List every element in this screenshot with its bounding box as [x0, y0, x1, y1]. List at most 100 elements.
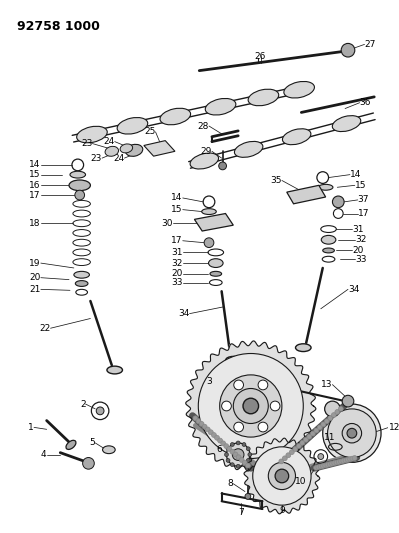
- Circle shape: [332, 461, 337, 465]
- Circle shape: [341, 458, 346, 463]
- Circle shape: [211, 433, 216, 438]
- Ellipse shape: [209, 259, 223, 268]
- Circle shape: [233, 452, 238, 457]
- Circle shape: [258, 422, 268, 432]
- Circle shape: [336, 459, 341, 464]
- Circle shape: [253, 447, 311, 505]
- Circle shape: [226, 458, 230, 462]
- Text: 19: 19: [30, 259, 41, 268]
- Text: 17: 17: [30, 191, 41, 199]
- Text: 14: 14: [350, 170, 361, 179]
- Circle shape: [218, 438, 223, 443]
- Text: 27: 27: [365, 40, 376, 49]
- Ellipse shape: [74, 271, 89, 278]
- Text: 3: 3: [206, 377, 212, 386]
- Text: 9: 9: [279, 506, 285, 515]
- Circle shape: [316, 465, 321, 470]
- Ellipse shape: [202, 208, 216, 214]
- Ellipse shape: [66, 440, 76, 449]
- Circle shape: [199, 422, 204, 426]
- Circle shape: [219, 162, 227, 170]
- Circle shape: [270, 401, 280, 411]
- Text: 15: 15: [355, 181, 366, 190]
- Circle shape: [234, 422, 243, 432]
- Circle shape: [335, 409, 340, 415]
- Circle shape: [318, 464, 323, 469]
- Text: 37: 37: [358, 196, 369, 205]
- Ellipse shape: [69, 180, 91, 191]
- Text: 36: 36: [359, 98, 371, 107]
- Circle shape: [220, 375, 282, 437]
- Text: 7: 7: [238, 508, 244, 518]
- Circle shape: [193, 416, 198, 421]
- Text: 14: 14: [30, 160, 41, 169]
- Ellipse shape: [70, 171, 85, 178]
- Text: 24: 24: [113, 154, 124, 163]
- Circle shape: [339, 459, 344, 464]
- Text: 15: 15: [171, 205, 183, 214]
- Text: 17: 17: [171, 236, 183, 245]
- Ellipse shape: [190, 153, 219, 169]
- Circle shape: [224, 443, 229, 449]
- Text: 31: 31: [171, 248, 183, 257]
- Text: 34: 34: [348, 285, 359, 294]
- Circle shape: [338, 407, 343, 411]
- Text: 18: 18: [30, 219, 41, 228]
- Circle shape: [286, 453, 291, 458]
- Circle shape: [323, 404, 381, 462]
- Circle shape: [314, 428, 319, 433]
- Circle shape: [321, 422, 326, 427]
- Circle shape: [242, 463, 246, 466]
- Text: 32: 32: [172, 259, 183, 268]
- Circle shape: [303, 438, 308, 442]
- Ellipse shape: [210, 271, 221, 276]
- Text: 25: 25: [144, 127, 156, 136]
- Ellipse shape: [107, 366, 122, 374]
- Text: 16: 16: [30, 181, 41, 190]
- Ellipse shape: [282, 129, 311, 144]
- Text: 21: 21: [30, 285, 41, 294]
- Circle shape: [226, 447, 230, 451]
- Circle shape: [204, 238, 214, 247]
- Circle shape: [324, 419, 329, 424]
- Circle shape: [300, 440, 305, 445]
- Text: 10: 10: [295, 478, 306, 486]
- Circle shape: [96, 407, 104, 415]
- Ellipse shape: [332, 116, 361, 132]
- Circle shape: [233, 389, 268, 424]
- Polygon shape: [144, 141, 175, 156]
- Circle shape: [205, 427, 210, 432]
- Text: 92758 1000: 92758 1000: [18, 20, 101, 33]
- Circle shape: [245, 494, 251, 499]
- Text: 17: 17: [358, 209, 369, 218]
- Circle shape: [323, 463, 328, 468]
- Text: 14: 14: [172, 193, 183, 203]
- Circle shape: [317, 425, 322, 430]
- Circle shape: [83, 457, 94, 469]
- Circle shape: [232, 449, 244, 461]
- Text: 23: 23: [91, 154, 102, 163]
- Text: 26: 26: [255, 52, 266, 61]
- Circle shape: [258, 380, 268, 390]
- Polygon shape: [194, 214, 233, 231]
- Text: 22: 22: [39, 324, 51, 333]
- Ellipse shape: [235, 141, 263, 157]
- Polygon shape: [186, 341, 316, 471]
- Circle shape: [282, 456, 287, 461]
- Text: 2: 2: [80, 400, 85, 409]
- Circle shape: [75, 190, 85, 200]
- Text: 24: 24: [103, 137, 115, 146]
- Circle shape: [330, 461, 334, 466]
- Circle shape: [202, 424, 207, 429]
- Circle shape: [342, 424, 361, 443]
- Circle shape: [248, 453, 252, 457]
- Circle shape: [221, 441, 225, 446]
- Text: 35: 35: [271, 176, 282, 185]
- Circle shape: [310, 431, 315, 436]
- Circle shape: [242, 442, 246, 447]
- Circle shape: [208, 430, 213, 434]
- Circle shape: [293, 447, 298, 451]
- Ellipse shape: [126, 144, 143, 156]
- Circle shape: [275, 469, 289, 483]
- Text: 20: 20: [172, 269, 183, 278]
